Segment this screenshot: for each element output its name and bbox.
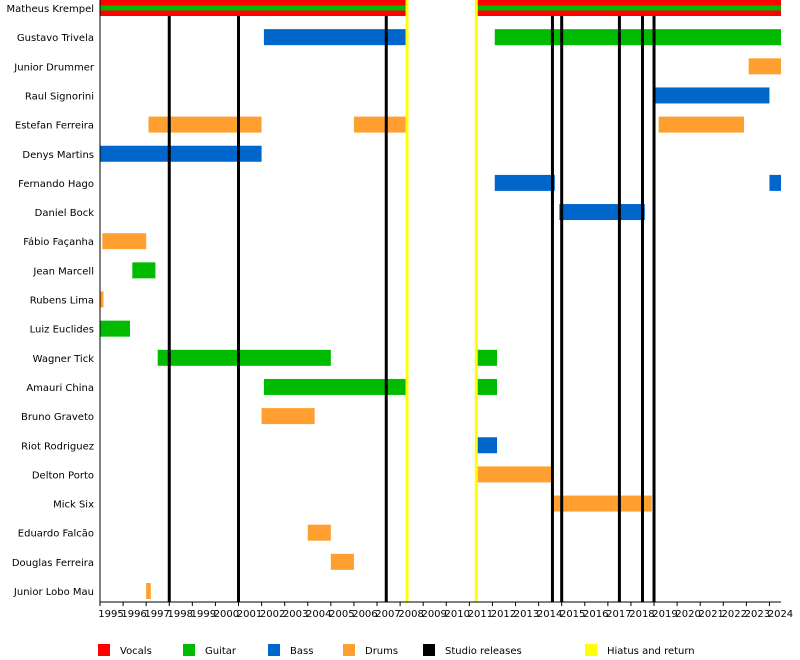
legend-label: Hiatus and return: [607, 646, 695, 657]
member-bars: [100, 0, 781, 599]
x-tick-label: 1998: [168, 609, 193, 620]
bar-8-0-drums: [102, 233, 147, 250]
bar-9-0-guitar: [132, 262, 156, 279]
member-label: Luiz Euclides: [30, 325, 94, 336]
x-tick-label: 1997: [144, 609, 169, 620]
legend-label: Studio releases: [445, 646, 522, 657]
legend-label: Guitar: [205, 646, 237, 657]
bar-0-3-guitar-inner: [476, 5, 781, 11]
bar-4-1-drums: [353, 116, 408, 133]
member-label: Denys Martins: [22, 150, 94, 161]
legend-label: Vocals: [120, 646, 152, 657]
bar-17-0-drums: [552, 495, 652, 512]
bar-7-0-bass: [559, 204, 645, 221]
bar-5-0-bass: [100, 145, 262, 162]
x-tick-label: 2012: [491, 609, 516, 620]
x-tick-label: 2003: [283, 609, 308, 620]
x-tick-label: 1996: [121, 609, 146, 620]
member-label: Riot Rodriguez: [21, 441, 94, 452]
x-tick-label: 2005: [329, 609, 354, 620]
x-tick-label: 2006: [352, 609, 377, 620]
x-tick-label: 2024: [768, 609, 793, 620]
x-tick-label: 2001: [237, 609, 262, 620]
member-label: Fernando Hago: [18, 179, 94, 190]
x-tick-label: 2015: [560, 609, 585, 620]
bar-11-0-guitar: [100, 320, 131, 337]
member-label: Amauri China: [26, 383, 94, 394]
legend-swatch: [343, 644, 355, 656]
x-tick-label: 2011: [468, 609, 493, 620]
member-label: Fábio Façanha: [23, 236, 94, 248]
bar-1-0-bass: [263, 29, 408, 46]
legend-label: Drums: [365, 646, 398, 657]
bar-18-0-drums: [307, 524, 331, 541]
x-tick-label: 2016: [583, 609, 608, 620]
bar-4-2-drums: [658, 116, 745, 133]
member-label: Eduardo Falcão: [18, 529, 94, 540]
member-label: Gustavo Trivela: [17, 33, 94, 44]
bar-6-0-bass: [494, 174, 555, 191]
bar-12-1-guitar: [476, 349, 498, 366]
x-tick-label: 1999: [191, 609, 216, 620]
x-tick-label: 2008: [398, 609, 423, 620]
bar-4-0-drums: [148, 116, 262, 133]
x-tick-label: 2021: [698, 609, 723, 620]
legend-swatch: [268, 644, 280, 656]
x-tick-label: 2018: [629, 609, 654, 620]
bar-2-0-drums: [748, 58, 781, 75]
member-label: Raul Signorini: [25, 91, 94, 102]
bar-14-0-drums: [261, 408, 315, 425]
bar-13-0-guitar: [263, 378, 408, 395]
member-label: Douglas Ferreira: [12, 558, 94, 569]
bar-3-0-bass: [654, 87, 770, 104]
bar-20-0-drums: [146, 583, 151, 599]
bar-1-1-guitar: [494, 29, 781, 46]
x-tick-label: 2007: [375, 609, 400, 620]
member-label: Delton Porto: [32, 470, 94, 481]
member-label: Wagner Tick: [33, 354, 95, 365]
legend-swatch: [98, 644, 110, 656]
x-tick-label: 2002: [260, 609, 285, 620]
x-axis: 1995199619971998199920002001200220032004…: [98, 0, 793, 620]
legend-label: Bass: [290, 646, 313, 657]
x-tick-label: 2014: [537, 609, 562, 620]
member-label: Junior Drummer: [13, 62, 95, 73]
x-tick-label: 2013: [514, 609, 539, 620]
legend: Vocals Guitar Bass Drums Studio releases Hiat…: [98, 644, 695, 657]
x-tick-label: 2022: [722, 609, 747, 620]
member-label: Mick Six: [53, 500, 94, 511]
x-tick-label: 2023: [745, 609, 770, 620]
member-labels: Matheus Krempel Gustavo Trivela Junior Dru…: [6, 4, 94, 598]
x-tick-label: 2004: [306, 609, 331, 620]
bar-15-0-bass: [476, 437, 498, 454]
member-label: Matheus Krempel: [6, 4, 94, 15]
bar-0-1-guitar-inner: [100, 5, 408, 11]
legend-swatch: [423, 644, 435, 656]
legend-swatch: [183, 644, 195, 656]
bar-12-0-guitar: [157, 349, 331, 366]
bar-6-1-bass: [769, 174, 781, 191]
member-label: Junior Lobo Mau: [13, 587, 94, 598]
x-tick-label: 2009: [421, 609, 446, 620]
member-label: Rubens Lima: [30, 296, 94, 307]
bar-16-0-drums: [476, 466, 553, 483]
bar-19-0-drums: [330, 553, 354, 570]
x-tick-label: 2019: [652, 609, 677, 620]
x-tick-label: 1995: [98, 609, 123, 620]
bar-13-1-guitar: [476, 378, 498, 395]
x-tick-label: 2020: [675, 609, 700, 620]
member-label: Estefan Ferreira: [15, 121, 94, 132]
event-lines: [167, 0, 656, 602]
x-tick-label: 2000: [214, 609, 239, 620]
member-label: Jean Marcell: [32, 266, 94, 277]
member-label: Daniel Bock: [35, 208, 95, 219]
x-tick-label: 2017: [606, 609, 631, 620]
legend-swatch: [585, 644, 597, 656]
x-tick-label: 2010: [445, 609, 470, 620]
bar-10-0-drums: [100, 291, 104, 308]
member-label: Bruno Graveto: [21, 412, 94, 423]
